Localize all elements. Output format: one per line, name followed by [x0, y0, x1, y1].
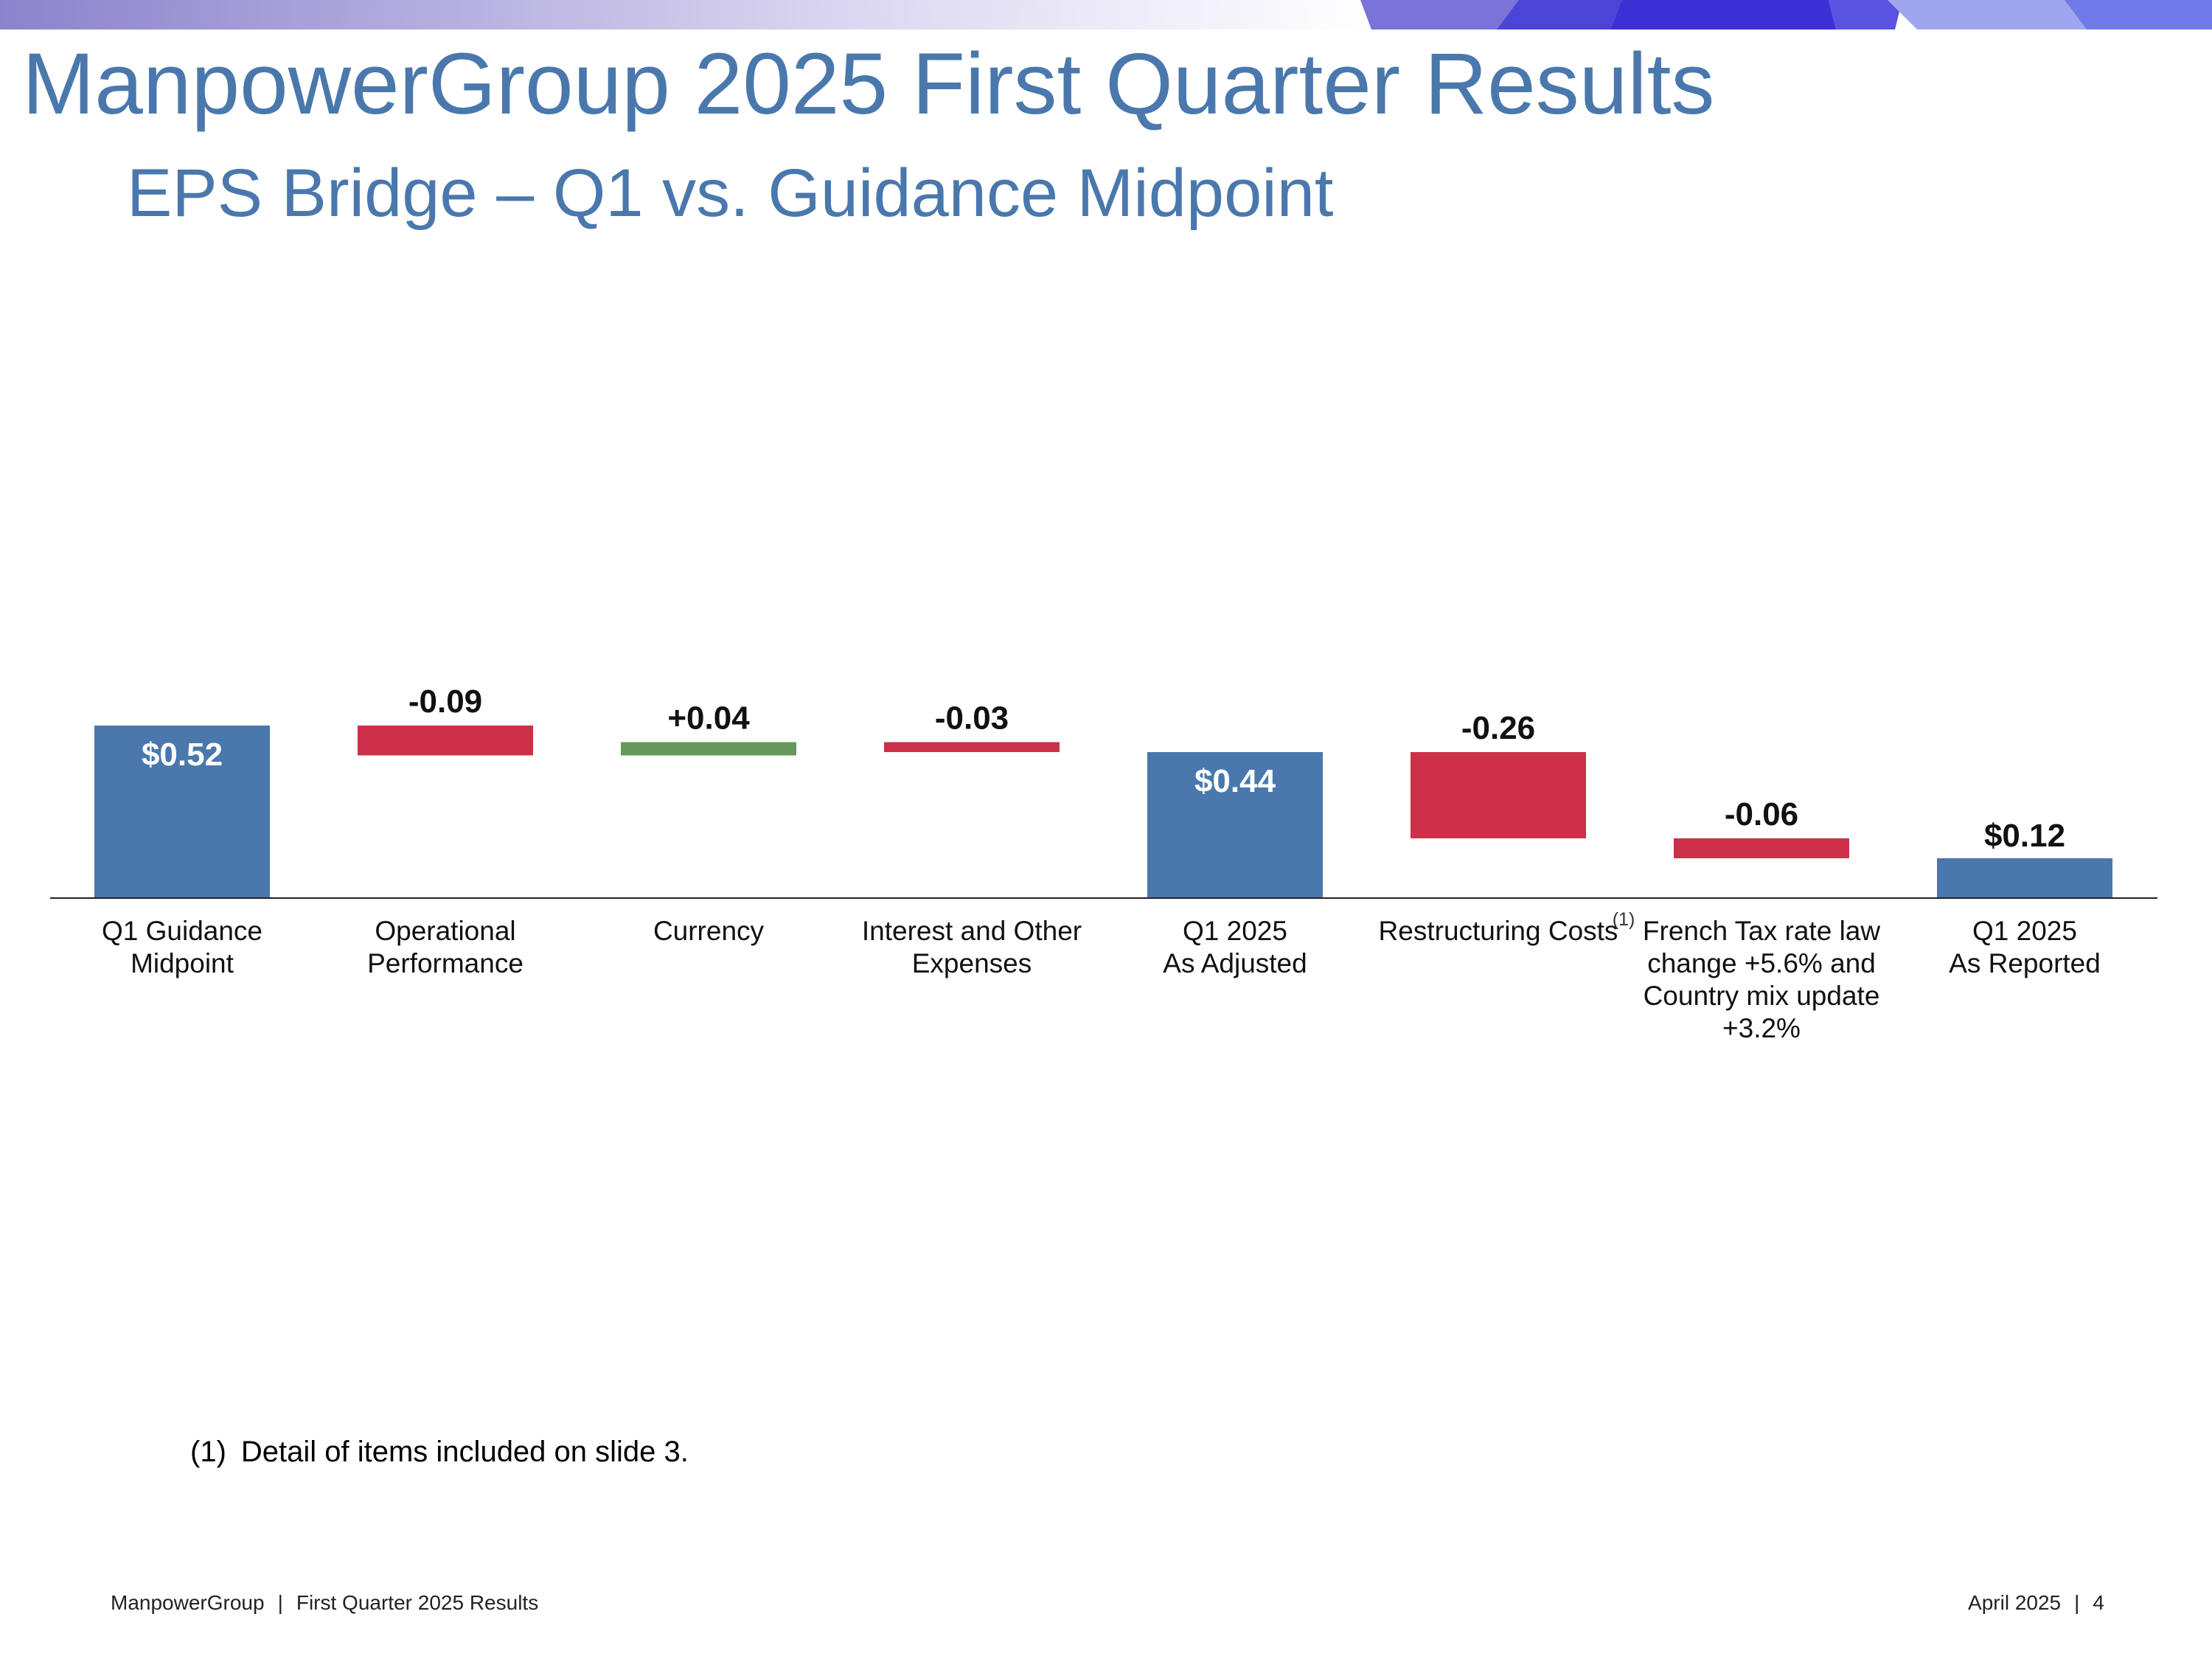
category-label-4-line-2: Expenses [912, 948, 1032, 978]
category-label-4-line-1: Interest and Other [862, 916, 1082, 946]
footer-separator-right: | [2074, 1591, 2080, 1614]
category-label-2-line-2: Performance [367, 948, 524, 978]
footer-date: April 2025 [1968, 1591, 2062, 1614]
footnote-number: (1) [190, 1436, 226, 1468]
data-label-1: $0.52 [142, 737, 223, 773]
category-label-6-line-1: Restructuring Costs [1379, 916, 1618, 946]
data-label-3: +0.04 [667, 700, 750, 737]
footer-company: ManpowerGroup [111, 1591, 265, 1614]
bar-1 [94, 726, 270, 898]
page-subtitle: EPS Bridge – Q1 vs. Guidance Midpoint [127, 156, 1334, 231]
banner-shape-5 [1888, 0, 2087, 29]
footnote: (1) Detail of items included on slide 3. [190, 1436, 689, 1469]
category-label-1-line-1: Q1 Guidance [102, 916, 262, 946]
data-label-7: -0.06 [1725, 796, 1798, 832]
bar-8 [1937, 858, 2112, 898]
category-label-7-line-4: +3.2% [1722, 1013, 1801, 1043]
bar-6 [1411, 752, 1586, 838]
footnote-ref-6: (1) [1613, 909, 1635, 930]
category-label-7-line-3: Country mix update [1644, 981, 1880, 1011]
top-banner [0, 0, 2212, 29]
category-label-8-line-2: As Reported [1949, 948, 2101, 978]
banner-shape-2 [1497, 0, 1622, 29]
category-label-2-line-1: Operational [375, 916, 515, 946]
banner-shape-4 [1829, 0, 1902, 29]
bar-4 [884, 742, 1060, 752]
category-label-8-line-1: Q1 2025 [1972, 916, 2077, 946]
data-label-6: -0.26 [1461, 710, 1535, 746]
footnote-text: Detail of items included on slide 3. [240, 1436, 689, 1468]
bar-2 [358, 726, 533, 756]
data-label-5: $0.44 [1194, 763, 1276, 799]
data-label-4: -0.03 [935, 700, 1009, 737]
category-label-3-line-1: Currency [653, 916, 765, 946]
banner-shape-1 [1360, 0, 1519, 29]
data-label-2: -0.09 [408, 684, 482, 720]
footer-left: ManpowerGroup | First Quarter 2025 Results [111, 1591, 538, 1615]
category-label-5-line-1: Q1 2025 [1183, 916, 1287, 946]
footer-separator: | [277, 1591, 283, 1614]
category-label-7-line-1: French Tax rate law [1643, 916, 1880, 946]
data-label-8: $0.12 [1984, 818, 2065, 854]
category-label-1-line-2: Midpoint [131, 948, 234, 978]
banner-shape-3 [1611, 0, 1836, 29]
category-label-5-line-2: As Adjusted [1163, 948, 1307, 978]
banner-shape-6 [2065, 0, 2212, 29]
footer-right: April 2025 | 4 [1968, 1591, 2104, 1615]
bar-5 [1147, 752, 1323, 898]
bar-3 [621, 742, 796, 756]
bar-7 [1674, 838, 1849, 858]
page-title: ManpowerGroup 2025 First Quarter Results [22, 35, 1715, 133]
footer-page-number: 4 [2093, 1591, 2104, 1614]
category-label-7-line-2: change +5.6% and [1647, 948, 1876, 978]
footer-doc-title: First Quarter 2025 Results [296, 1591, 539, 1614]
